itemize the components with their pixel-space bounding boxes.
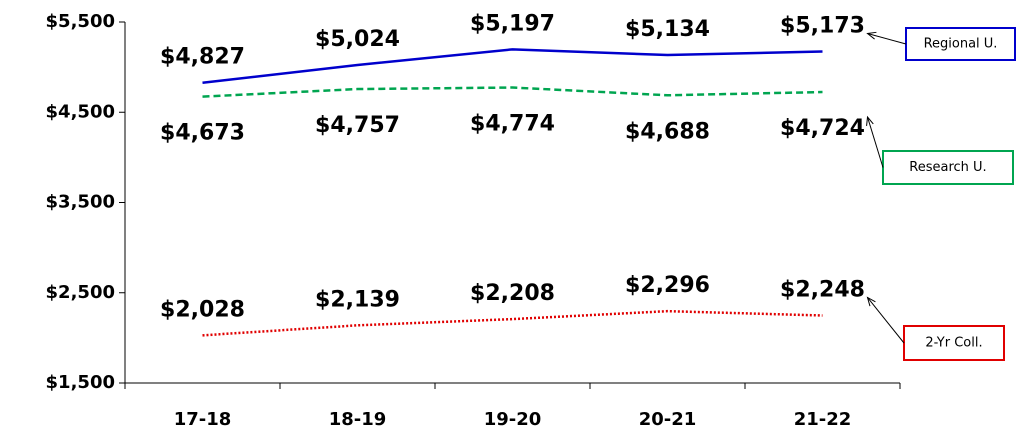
y-tick-label: $1,500 (46, 372, 115, 393)
legend-label: 2-Yr Coll. (925, 336, 982, 351)
legend-arrow (867, 297, 905, 344)
legend-label: Regional U. (924, 37, 998, 52)
data-label: $2,248 (780, 277, 865, 302)
data-label: $4,827 (160, 45, 245, 70)
data-label: $4,688 (625, 119, 710, 144)
y-tick-label: $5,500 (46, 11, 115, 32)
data-label: $4,673 (160, 121, 245, 146)
y-tick-label: $3,500 (46, 192, 115, 213)
x-tick-label: 17-18 (174, 409, 232, 430)
arrow-head (866, 31, 877, 40)
y-tick-label: $4,500 (46, 101, 115, 122)
data-label: $4,774 (470, 112, 555, 137)
arrow-head (866, 296, 876, 307)
data-label: $2,139 (315, 287, 400, 312)
x-tick-label: 20-21 (639, 409, 697, 430)
y-tick-label: $2,500 (46, 282, 115, 303)
x-tick-label: 18-19 (329, 409, 387, 430)
data-label: $5,134 (625, 17, 710, 42)
data-label: $5,197 (470, 11, 555, 36)
data-label: $5,024 (315, 27, 400, 52)
data-label: $5,173 (780, 14, 865, 39)
x-tick-label: 21-22 (794, 409, 852, 430)
legend-box (905, 27, 1016, 61)
series-line (202, 86, 823, 98)
legend-arrow (867, 116, 884, 168)
data-label: $4,757 (315, 113, 400, 138)
data-label: $2,296 (625, 273, 710, 298)
series-line (202, 48, 823, 84)
arrow-head (866, 115, 874, 127)
legend-label: Research U. (909, 160, 986, 175)
data-label: $4,724 (780, 116, 865, 141)
x-tick-label: 19-20 (484, 409, 542, 430)
legend-arrow (867, 33, 907, 45)
data-label: $2,208 (470, 281, 555, 306)
data-label: $2,028 (160, 297, 245, 322)
series-line (202, 309, 823, 337)
legend-box (903, 325, 1005, 361)
